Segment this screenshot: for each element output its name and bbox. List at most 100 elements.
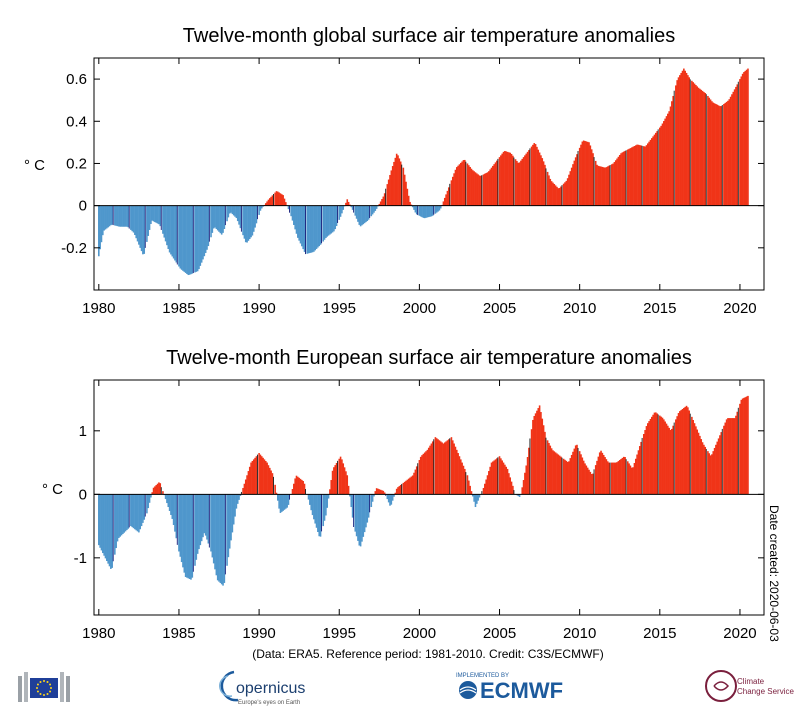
bar: [478, 175, 481, 206]
bar: [155, 485, 158, 495]
bar: [379, 201, 382, 206]
bar: [134, 205, 136, 235]
bar: [659, 415, 661, 495]
bar: [203, 205, 206, 257]
bar: [605, 459, 608, 495]
bar: [724, 102, 727, 206]
bar: [200, 205, 203, 263]
bar: [442, 201, 445, 206]
bar: [338, 205, 341, 220]
x-tick-label: 2005: [483, 300, 516, 317]
bar: [196, 494, 199, 554]
bar: [138, 494, 140, 533]
bar: [222, 494, 224, 586]
bar: [728, 99, 731, 206]
bar: [305, 205, 306, 255]
bar: [156, 483, 159, 495]
bar: [395, 488, 398, 495]
bar: [598, 166, 601, 206]
bar: [490, 462, 493, 495]
bar: [431, 205, 434, 216]
bar: [703, 444, 705, 495]
bar: [351, 494, 354, 518]
ecmwf-implemented-by: IMPLEMENTED BY: [456, 673, 509, 679]
bar: [187, 494, 190, 579]
bar: [196, 205, 199, 272]
bar: [346, 199, 349, 206]
bar: [609, 165, 611, 206]
bar: [651, 416, 653, 495]
bar: [566, 178, 569, 206]
bar: [297, 476, 299, 495]
bar: [311, 494, 314, 516]
bar: [630, 147, 633, 206]
bar: [699, 435, 701, 495]
bar: [174, 494, 176, 532]
bar: [741, 398, 744, 495]
bar: [278, 192, 280, 206]
bar: [502, 462, 505, 495]
bar: [347, 485, 350, 495]
bar: [636, 144, 638, 206]
bar: [406, 188, 409, 206]
bar: [634, 145, 637, 206]
bar: [594, 160, 597, 206]
bar: [247, 205, 250, 241]
bar: [640, 441, 642, 495]
bar: [214, 205, 216, 228]
bar: [562, 183, 565, 206]
bar: [259, 454, 262, 495]
bar: [705, 449, 707, 495]
bar: [254, 205, 256, 228]
c3s-leaf-icon: [713, 681, 729, 691]
bar: [106, 494, 108, 562]
bar: [251, 205, 254, 236]
bar: [362, 494, 365, 537]
bar: [455, 167, 458, 206]
bar: [423, 205, 426, 219]
bar: [143, 205, 146, 254]
bar: [170, 494, 172, 515]
bar: [152, 487, 155, 495]
bar: [417, 205, 419, 216]
bar: [299, 205, 302, 244]
bar: [589, 145, 592, 206]
bar: [602, 167, 605, 206]
bar: [540, 412, 542, 495]
bar: [668, 427, 670, 495]
bar: [521, 487, 524, 495]
bar: [497, 457, 499, 495]
bar: [200, 494, 203, 542]
bar: [150, 205, 152, 224]
bar: [378, 489, 381, 495]
bar: [524, 155, 526, 206]
bar: [433, 205, 435, 215]
bar: [374, 205, 377, 211]
bar: [574, 157, 577, 206]
bar: [390, 170, 393, 206]
c3s-line2: Change Service: [737, 687, 794, 696]
bar: [174, 205, 176, 261]
bar: [740, 399, 743, 495]
bar: [552, 450, 554, 495]
bar: [180, 205, 183, 270]
bar: [508, 473, 510, 495]
bar: [566, 461, 569, 495]
bar: [334, 465, 337, 495]
bar: [661, 123, 664, 206]
bar: [387, 494, 390, 503]
bar: [630, 467, 633, 495]
bar: [326, 205, 329, 237]
bar: [538, 405, 541, 495]
bar: [588, 142, 590, 206]
bar: [341, 205, 343, 214]
bar: [697, 87, 700, 206]
bar: [526, 457, 529, 495]
bar: [536, 410, 538, 495]
bar: [520, 160, 522, 206]
bar: [295, 475, 298, 495]
bar: [458, 456, 461, 495]
bar: [349, 494, 351, 497]
bar: [689, 79, 691, 206]
y-axis: -0.2 0 0.2 0.4 0.6: [61, 71, 764, 257]
